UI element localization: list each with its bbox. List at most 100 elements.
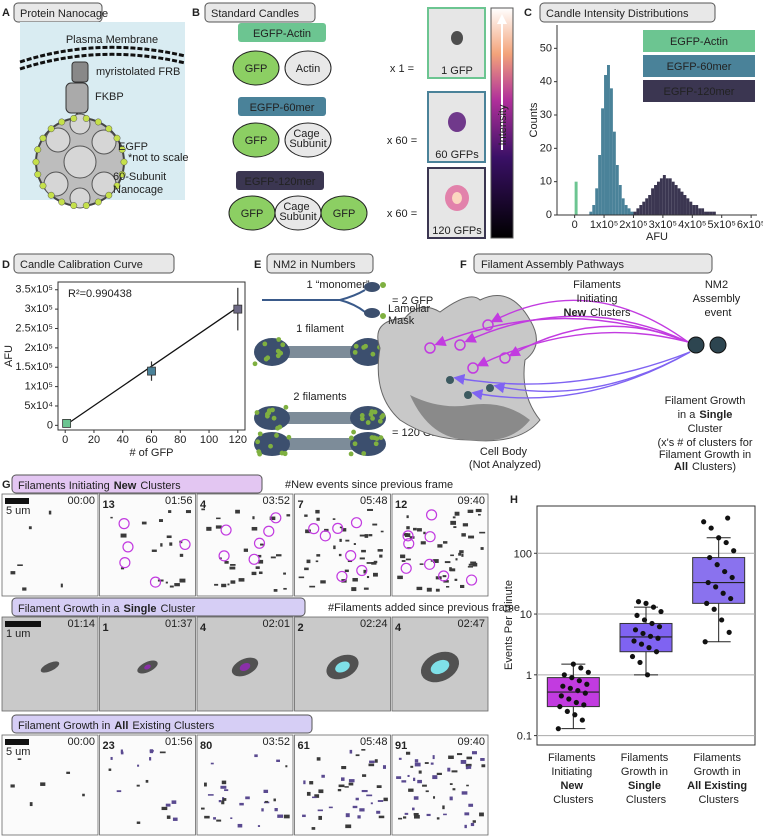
cluster-speck [243,548,249,552]
filament-gfp [275,425,280,431]
growth-label-part: Single [699,409,732,421]
frame-count: 91 [395,740,407,752]
x-tick-label: Filaments Growth in All Existing Cluster… [687,752,750,806]
mask-label-line: Mask [388,315,415,327]
egfp-dot [47,125,55,133]
cell-body-label: Cell Body (Not Analyzed) [469,446,541,471]
cluster-speck [204,815,210,819]
scale-label: 5 um [6,746,30,758]
cluster-speck [235,509,240,514]
filament-bundle [285,412,355,424]
cluster-speck [252,516,255,520]
frb [71,61,89,83]
filament-gfp [252,361,258,367]
cluster-speck [398,817,403,820]
legend-swatch [643,80,755,102]
filament-gfp [377,418,383,424]
cluster-speck [245,796,250,800]
title-box [11,597,306,617]
cluster-speck [470,822,475,827]
frame-count: 4 [395,622,402,634]
frame-count: 61 [298,740,310,752]
candle-part-label: GFP [245,135,268,147]
cluster-speck [383,797,388,802]
cluster-speck [359,808,365,812]
cluster-speck [460,584,465,588]
cluster-speck [443,580,449,583]
x-tick-label: Filaments Initiating New Clusters [548,752,599,806]
row-title-part: Clusters [140,480,181,492]
cluster-speck [420,541,426,545]
cluster-speck [410,765,414,768]
frame-count: 4 [200,499,207,511]
annotation: R²=0.990438 [68,288,132,300]
cluster-speck [210,762,214,765]
data-point [731,548,737,554]
monomer-tail [262,289,366,313]
frame-time: 02:24 [360,618,388,630]
cluster-speck [48,510,52,515]
histogram-bar [662,175,666,215]
title-box [266,253,374,274]
cluster-speck [60,583,63,588]
cluster-speck [479,531,486,534]
cluster-speck [366,794,373,797]
data-point [569,675,575,681]
growth-note: All Clusters) [674,461,736,473]
frame-time: 09:40 [457,736,485,748]
histogram-bar [624,205,628,215]
data-point [719,617,725,623]
x-tick-label-line: Growth in [621,766,671,778]
growth-label-part: in a [678,409,697,421]
egfp-dot [120,158,128,166]
data-point [560,683,566,689]
cluster-speck [406,515,409,519]
label: Plasma Membrane [66,34,158,46]
filament-end [350,338,386,366]
histogram-bar [654,185,657,215]
cluster-speck [419,563,424,565]
data-point [557,703,563,710]
scale-bar [5,621,41,627]
row-title: Filament Growth in a Single Cluster [18,603,196,615]
cluster-speck [464,824,467,829]
x-tick-label: 120 [229,434,247,446]
filament-gfp [378,435,384,441]
cluster-speck [237,823,243,828]
cluster-speck [413,796,419,800]
x-tick-label: 2x10⁵ [619,219,647,231]
x-tick-label: 100 [200,434,218,446]
egfp-dot [58,118,66,126]
cluster-speck [467,765,472,769]
cluster-speck [298,576,305,579]
scale-bar [5,498,29,504]
new-cluster-circle [332,522,344,534]
growth-label: in a Single [678,409,733,421]
cluster-speck [341,777,345,781]
histogram-bar [630,211,634,215]
data-point [714,562,720,568]
filament-gfp [282,451,288,457]
histogram-bar [704,211,707,215]
histogram-bar [665,178,669,215]
data-point [634,612,640,619]
fkbp [65,82,89,114]
filament-gfp [365,420,371,425]
y-axis-label: Counts [528,102,540,137]
cluster-blob [40,661,60,673]
cluster-speck [426,813,431,817]
cluster-speck [120,751,124,755]
cluster-speck [309,585,316,588]
cluster-speck [363,569,367,574]
row-title-part: Single [123,603,156,615]
cluster-speck [414,759,419,763]
filament-gfp [264,413,270,419]
frame-count: 12 [395,499,407,511]
cluster-speck [468,535,475,539]
monomer-gfp [380,282,386,288]
cluster-speck [414,762,421,767]
filament-gfp [353,343,359,349]
data-point [729,574,735,581]
multiplier: x 1 = [390,63,414,75]
candle-part [284,122,332,158]
